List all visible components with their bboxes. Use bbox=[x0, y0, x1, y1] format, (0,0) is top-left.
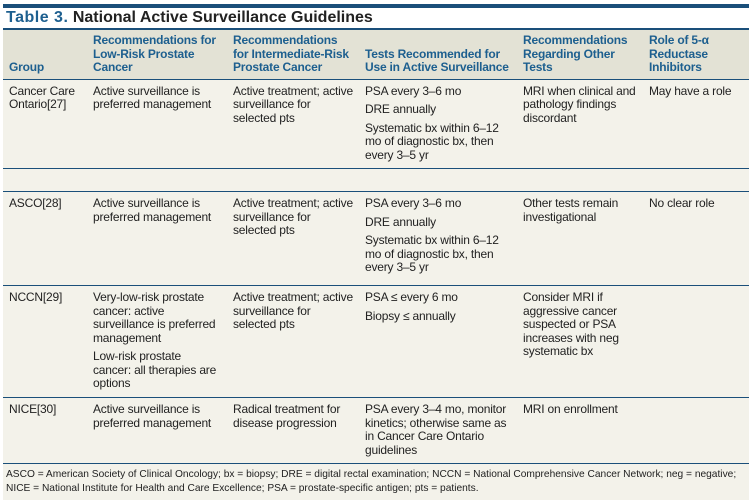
cell-tests-line: PSA every 3–6 mo bbox=[365, 196, 462, 210]
cell-intermediate-risk-line: Radical treatment for disease progressio… bbox=[233, 402, 341, 430]
cell-other-tests-line: MRI on enrollment bbox=[523, 402, 618, 416]
cell-low-risk: Active surveillance is preferred managem… bbox=[87, 79, 227, 169]
cell-group: ASCO[28] bbox=[3, 191, 87, 286]
cell-role bbox=[643, 285, 749, 398]
guidelines-table: Group Recommendations for Low-Risk Prost… bbox=[3, 28, 749, 464]
cell-tests-line: PSA every 3–4 mo, monitor kinetics; othe… bbox=[365, 402, 507, 457]
header-row: Group Recommendations for Low-Risk Prost… bbox=[3, 30, 749, 80]
cell-tests: PSA every 3–6 mo DRE annually Systematic b… bbox=[359, 191, 517, 286]
top-rule bbox=[3, 4, 749, 8]
cell-role bbox=[643, 397, 749, 464]
cell-role: No clear role bbox=[643, 191, 749, 286]
cell-other-tests-line: Other tests remain investigational bbox=[523, 196, 619, 224]
cell-tests: PSA every 3–6 mo DRE annually Systematic b… bbox=[359, 79, 517, 169]
cell-other-tests-line: Consider MRI if aggressive cancer suspec… bbox=[523, 290, 619, 358]
table-number: Table 3. bbox=[6, 9, 69, 26]
cell-intermediate-risk: Active treatment; active surveillance fo… bbox=[227, 285, 359, 398]
cell-other-tests: MRI when clinical and pathology findings… bbox=[517, 79, 643, 169]
cell-tests-line: Biopsy ≤ annually bbox=[365, 308, 456, 323]
cell-tests: PSA every 3–4 mo, monitor kinetics; othe… bbox=[359, 397, 517, 464]
cell-intermediate-risk: Radical treatment for disease progressio… bbox=[227, 397, 359, 464]
cell-intermediate-risk-line: Active treatment; active surveillance fo… bbox=[233, 196, 353, 237]
cell-low-risk-line: Active surveillance is preferred managem… bbox=[93, 83, 212, 111]
cell-low-risk: Active surveillance is preferred managem… bbox=[87, 191, 227, 286]
cell-tests-line: DRE annually bbox=[365, 102, 436, 116]
cell-low-risk-line: Very-low-risk prostate cancer: active su… bbox=[93, 290, 216, 345]
header-intermediate-risk: Recommendations for Intermediate-Risk Pr… bbox=[227, 30, 359, 80]
cell-low-risk: Active surveillance is preferred managem… bbox=[87, 397, 227, 464]
cell-tests: PSA ≤ every 6 mo Biopsy ≤ annually bbox=[359, 285, 517, 398]
cell-other-tests: MRI on enrollment bbox=[517, 397, 643, 464]
cell-tests-line: Systematic bx within 6–12 mo of diagnost… bbox=[365, 120, 499, 162]
spacer-row bbox=[3, 168, 749, 192]
header-other-tests: Recommendations Regarding Other Tests bbox=[517, 30, 643, 80]
header-role: Role of 5-α Reductase Inhibitors bbox=[643, 30, 749, 80]
header-tests: Tests Recommended for Use in Active Surv… bbox=[359, 30, 517, 80]
cell-other-tests: Other tests remain investigational bbox=[517, 191, 643, 286]
table-row: NCCN[29] Very-low-risk prostate cancer: a… bbox=[3, 285, 749, 398]
table-row: NICE[30] Active surveillance is preferred… bbox=[3, 397, 749, 464]
cell-low-risk-line: Active surveillance is preferred managem… bbox=[93, 196, 212, 224]
cell-other-tests: Consider MRI if aggressive cancer suspec… bbox=[517, 285, 643, 398]
cell-role: May have a role bbox=[643, 79, 749, 169]
table-row: ASCO[28] Active surveillance is preferred… bbox=[3, 191, 749, 286]
table-title: Table 3. National Active Surveillance Gu… bbox=[6, 9, 373, 27]
cell-tests-line: PSA every 3–6 mo bbox=[365, 83, 462, 98]
table-row: Cancer Care Ontario[27] Active surveillan… bbox=[3, 79, 749, 169]
header-low-risk: Recommendations for Low-Risk Prostate Ca… bbox=[87, 30, 227, 80]
cell-group: NCCN[29] bbox=[3, 285, 87, 398]
cell-low-risk-line: Low-risk prostate cancer: all therapies … bbox=[93, 349, 217, 390]
cell-group: NICE[30] bbox=[3, 397, 87, 464]
table-container: Group Recommendations for Low-Risk Prost… bbox=[3, 0, 749, 500]
cell-tests-line: Systematic bx within 6–12 mo of diagnost… bbox=[365, 233, 499, 274]
cell-other-tests-line: MRI when clinical and pathology findings… bbox=[523, 83, 636, 125]
cell-low-risk-line: Active surveillance is preferred managem… bbox=[93, 402, 212, 430]
spacer-cell bbox=[3, 168, 749, 192]
cell-intermediate-risk-line: Active treatment; active surveillance fo… bbox=[233, 290, 353, 331]
cell-tests-line: DRE annually bbox=[365, 214, 436, 229]
cell-low-risk: Very-low-risk prostate cancer: active su… bbox=[87, 285, 227, 398]
cell-intermediate-risk: Active treatment; active surveillance fo… bbox=[227, 79, 359, 169]
header-group: Group bbox=[3, 30, 87, 80]
cell-intermediate-risk: Active treatment; active surveillance fo… bbox=[227, 191, 359, 286]
cell-group: Cancer Care Ontario[27] bbox=[3, 79, 87, 169]
table-title-text: National Active Surveillance Guidelines bbox=[72, 9, 373, 26]
footnote: ASCO = American Society of Clinical Onco… bbox=[3, 464, 749, 500]
cell-tests-line: PSA ≤ every 6 mo bbox=[365, 290, 458, 304]
cell-intermediate-risk-line: Active treatment; active surveillance fo… bbox=[233, 83, 353, 125]
